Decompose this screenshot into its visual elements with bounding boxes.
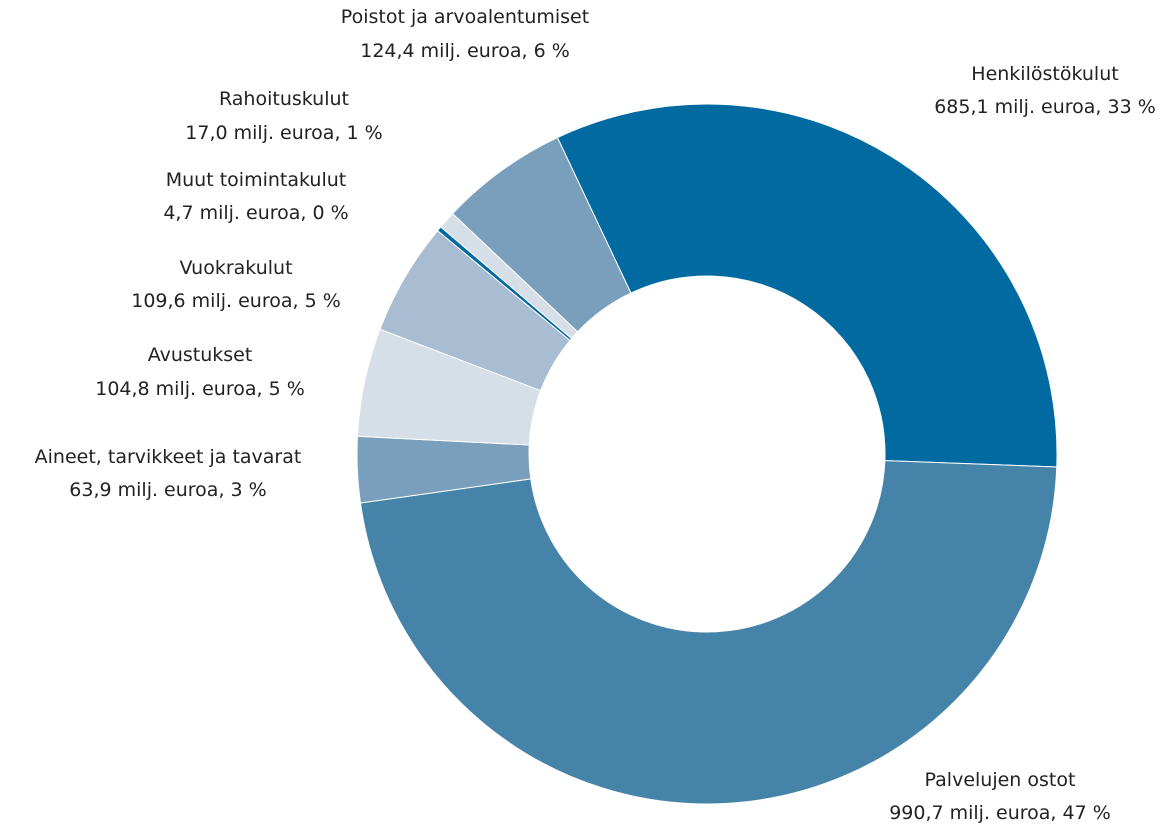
donut-segment — [451, 136, 632, 333]
segment-value-label: 990,7 milj. euroa, 47 % — [889, 802, 1111, 824]
segment-name: Avustukset — [148, 344, 253, 366]
segment-name: Palvelujen ostot — [925, 769, 1076, 791]
donut-segment — [359, 460, 1058, 805]
segment-name: Poistot ja arvoalentumiset — [341, 6, 589, 28]
segment-value-label: 63,9 milj. euroa, 3 % — [69, 479, 266, 501]
segment-value-label: 124,4 milj. euroa, 6 % — [360, 40, 570, 62]
donut-segment — [556, 103, 1058, 468]
segment-name: Rahoituskulut — [219, 88, 349, 110]
segment-name: Henkilöstökulut — [971, 63, 1118, 85]
segment-name: Aineet, tarvikkeet ja tavarat — [35, 446, 302, 468]
segment-name: Vuokrakulut — [179, 257, 292, 279]
segment-value-label: 104,8 milj. euroa, 5 % — [95, 378, 305, 400]
segment-value-label: 4,7 milj. euroa, 0 % — [163, 202, 348, 224]
segment-name: Muut toimintakulut — [166, 169, 346, 191]
segment-value-label: 109,6 milj. euroa, 5 % — [131, 290, 341, 312]
segment-value-label: 685,1 milj. euroa, 33 % — [934, 96, 1156, 118]
segment-value-label: 17,0 milj. euroa, 1 % — [185, 122, 382, 144]
